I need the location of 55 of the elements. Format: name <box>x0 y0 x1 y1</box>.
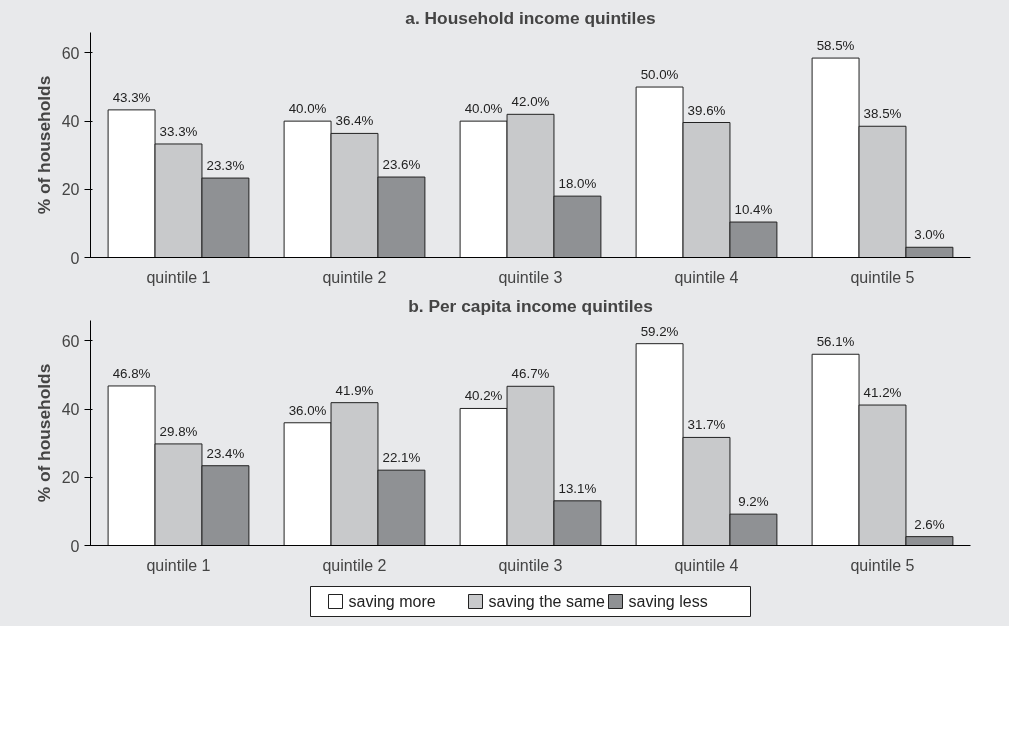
x-tick-label: quintile 2 <box>322 268 387 286</box>
data-label: 33.3% <box>159 123 198 139</box>
data-label: 23.4% <box>206 445 245 461</box>
data-label: 3.0% <box>914 227 945 243</box>
data-label: 43.3% <box>112 89 151 105</box>
x-tick-label: quintile 1 <box>146 268 211 286</box>
legend-label: saving more <box>348 593 436 610</box>
data-label: 56.1% <box>816 334 855 350</box>
data-label: 40.0% <box>288 101 327 117</box>
data-label: 59.2% <box>640 323 679 339</box>
data-label: 58.5% <box>816 38 855 54</box>
data-label: 38.5% <box>863 106 902 122</box>
data-label: 29.8% <box>159 423 198 439</box>
data-label: 41.2% <box>863 385 902 401</box>
y-tick-label: 60 <box>61 44 80 62</box>
data-label: 31.7% <box>687 417 726 433</box>
y-axis-title: % of households <box>33 363 54 503</box>
data-label: 18.0% <box>558 176 597 192</box>
x-tick-label: quintile 5 <box>850 268 915 286</box>
x-tick-label: quintile 5 <box>850 556 915 574</box>
data-label: 36.0% <box>288 402 327 418</box>
y-tick-label: 0 <box>70 537 80 555</box>
legend-label: saving less <box>628 593 708 610</box>
data-label: 23.3% <box>206 158 245 174</box>
x-tick-label: quintile 4 <box>674 268 739 286</box>
data-label: 2.6% <box>914 516 945 532</box>
data-label: 10.4% <box>734 202 773 218</box>
x-tick-label: quintile 2 <box>322 556 387 574</box>
chart-title: b. Per capita income quintiles <box>408 295 653 316</box>
data-label: 46.7% <box>511 366 550 382</box>
data-label: 50.0% <box>640 67 679 83</box>
data-label: 40.2% <box>464 388 503 404</box>
y-tick-label: 20 <box>61 469 80 487</box>
y-tick-label: 60 <box>61 332 80 350</box>
data-label: 23.6% <box>382 157 421 173</box>
x-tick-label: quintile 3 <box>498 556 563 574</box>
data-label: 9.2% <box>738 494 769 510</box>
x-tick-label: quintile 3 <box>498 268 563 286</box>
data-label: 42.0% <box>511 94 550 110</box>
y-tick-label: 0 <box>70 249 80 267</box>
y-tick-label: 40 <box>61 113 80 131</box>
y-axis-title: % of households <box>33 75 54 215</box>
chart-title: a. Household income quintiles <box>405 7 656 28</box>
data-label: 41.9% <box>335 382 374 398</box>
data-label: 13.1% <box>558 480 597 496</box>
data-label: 22.1% <box>382 450 421 466</box>
data-label: 46.8% <box>112 365 151 381</box>
data-label: 39.6% <box>687 102 726 118</box>
x-tick-label: quintile 4 <box>674 556 739 574</box>
data-label: 40.0% <box>464 101 503 117</box>
y-tick-label: 40 <box>61 401 80 419</box>
x-tick-label: quintile 1 <box>146 556 211 574</box>
data-label: 36.4% <box>335 113 374 129</box>
y-tick-label: 20 <box>61 181 80 199</box>
legend-label: saving the same <box>488 593 606 610</box>
